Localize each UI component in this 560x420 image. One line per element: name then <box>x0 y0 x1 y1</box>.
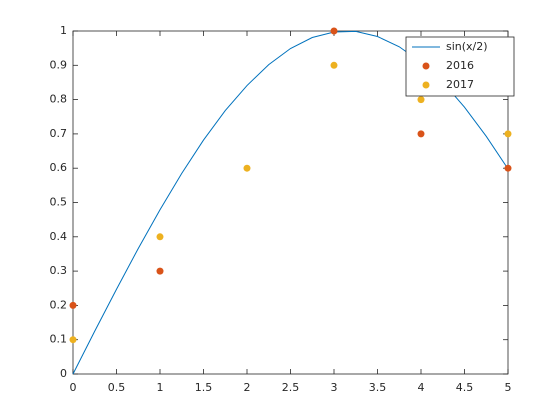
point <box>504 130 512 138</box>
x-tick-label: 3 <box>331 381 338 394</box>
y-tick-label: 0 <box>60 367 67 380</box>
legend-label: 2017 <box>446 78 474 91</box>
point <box>156 233 164 241</box>
point <box>69 301 77 309</box>
y-tick-label: 0.3 <box>50 264 68 277</box>
legend-label: 2016 <box>446 59 474 72</box>
point <box>504 164 512 172</box>
x-tick-label: 1 <box>157 381 164 394</box>
y-tick-label: 0.8 <box>50 93 68 106</box>
point <box>156 267 164 275</box>
y-tick-label: 0.2 <box>50 298 68 311</box>
point <box>330 61 338 69</box>
x-tick-label: 5 <box>505 381 512 394</box>
legend-swatch <box>422 81 430 89</box>
y-tick-label: 0.6 <box>50 161 68 174</box>
y-tick-label: 0.7 <box>50 127 68 140</box>
x-tick-label: 0.5 <box>108 381 126 394</box>
y-tick-label: 1 <box>60 24 67 37</box>
y-tick-label: 0.5 <box>50 196 68 209</box>
point <box>243 164 251 172</box>
x-tick-label: 4.5 <box>456 381 474 394</box>
x-tick-label: 2 <box>244 381 251 394</box>
y-tick-label: 0.9 <box>50 58 68 71</box>
x-tick-label: 1.5 <box>195 381 213 394</box>
x-tick-label: 0 <box>70 381 77 394</box>
x-tick-label: 4 <box>418 381 425 394</box>
point <box>417 96 425 104</box>
y-tick-label: 0.1 <box>50 333 68 346</box>
x-tick-label: 2.5 <box>282 381 300 394</box>
point <box>417 130 425 138</box>
x-tick-label: 3.5 <box>369 381 387 394</box>
legend-swatch <box>422 62 430 70</box>
point <box>330 27 338 35</box>
point <box>69 336 77 344</box>
legend-label: sin(x/2) <box>446 40 488 53</box>
y-tick-label: 0.4 <box>50 230 68 243</box>
